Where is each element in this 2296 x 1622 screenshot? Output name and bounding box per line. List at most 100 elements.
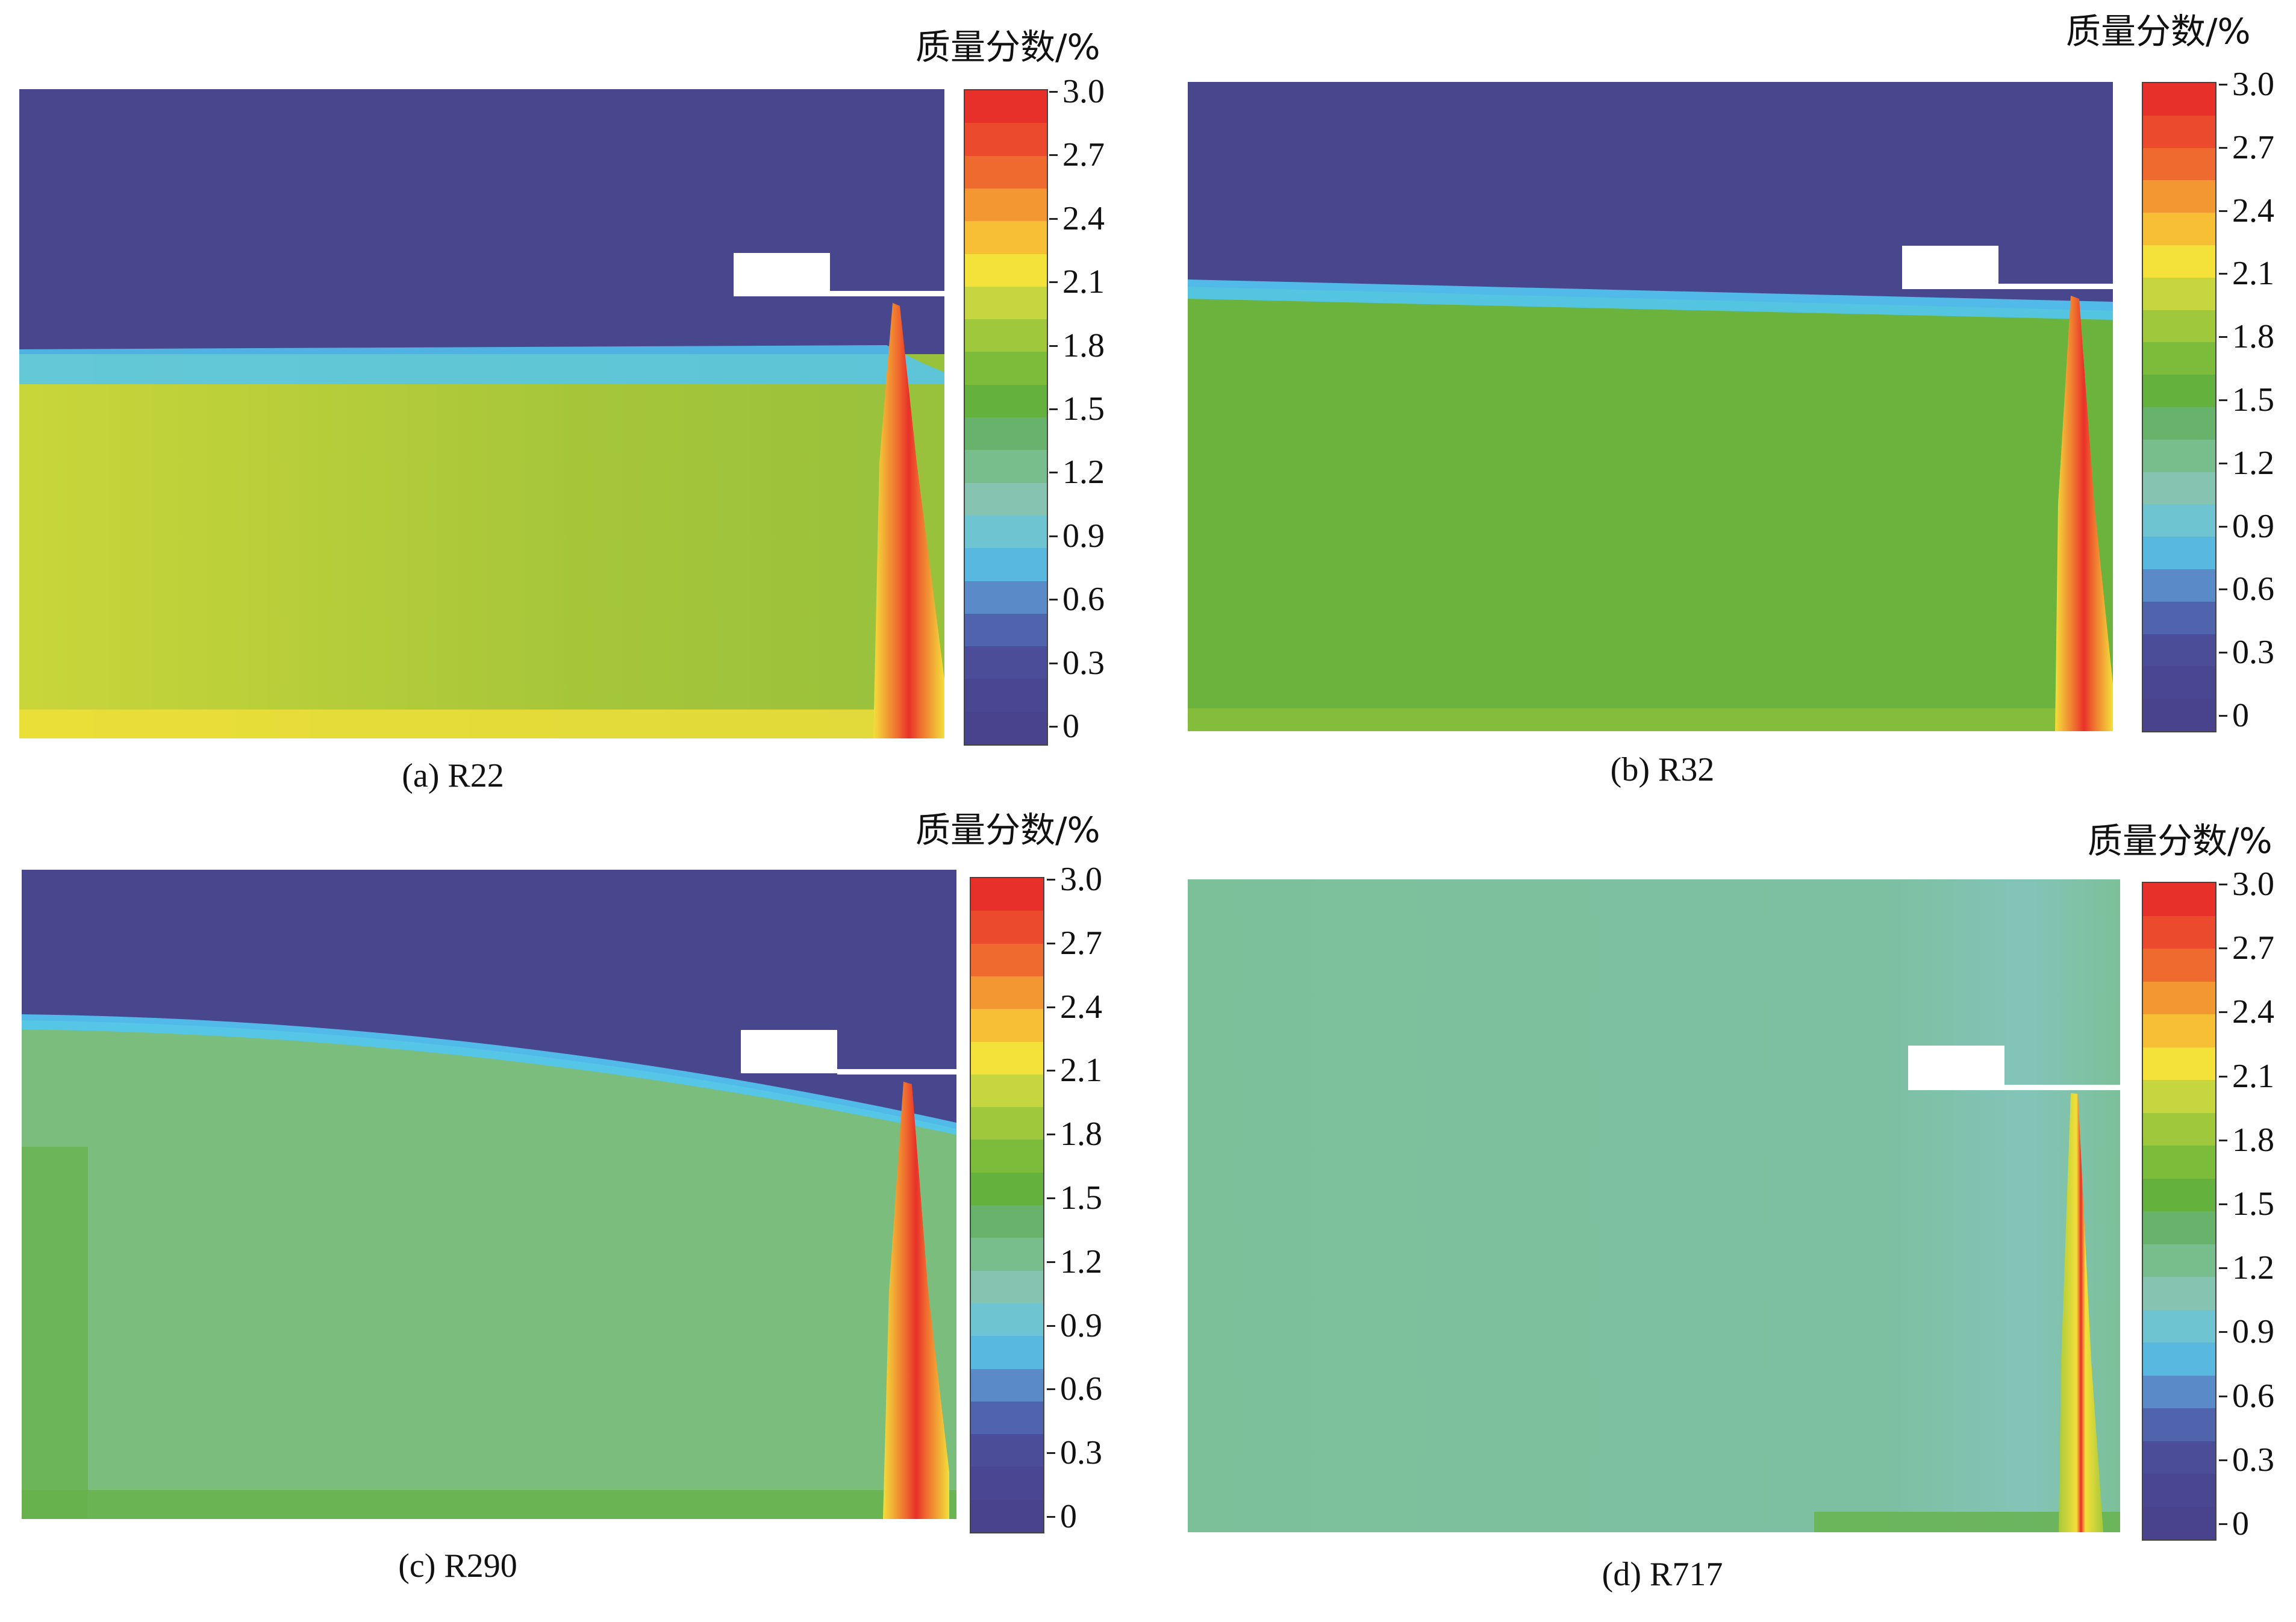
colorbar-band [971, 1368, 1043, 1402]
colorbar-band [971, 1303, 1043, 1337]
unit-label-a: 质量分数/% [916, 27, 1100, 67]
colorbar-tick-label: 1.5 [1047, 1179, 1102, 1217]
colorbar-tick-label: 1.5 [2219, 1185, 2274, 1223]
colorbar-band [2143, 1441, 2215, 1474]
colorbar-tick-label: 1.2 [1049, 454, 1105, 491]
colorbar-tick-label: 0 [2219, 1505, 2249, 1542]
colorbar-band [2143, 1080, 2215, 1114]
colorbar-band [2143, 981, 2215, 1015]
interface-band [1188, 279, 2113, 320]
obstacle-block [741, 1030, 837, 1073]
caption-b: (b) R32 [1610, 751, 1715, 788]
filled-region [19, 354, 944, 738]
colorbar-tick-label: 2.1 [2219, 1057, 2274, 1095]
unit-label-c: 质量分数/% [916, 809, 1100, 850]
colorbar-tick-label: 2.4 [1049, 199, 1105, 237]
caption-a: (a) R22 [402, 757, 504, 794]
colorbar-band [965, 384, 1047, 418]
colorbar-band [965, 613, 1047, 647]
colorbar-band [971, 943, 1043, 977]
colorbar-band [2143, 569, 2215, 602]
colorbar-tick-label: 1.8 [1049, 326, 1105, 364]
unit-label-b: 质量分数/% [2066, 11, 2251, 52]
colorbar-tick-label: 2.7 [1047, 924, 1102, 962]
colorbar-band [965, 352, 1047, 385]
colorbar-tick-label: 0.6 [1049, 581, 1105, 619]
colorbar-band [965, 679, 1047, 713]
colorbar-tick-label: 0.9 [2219, 1313, 2274, 1351]
obstacle-bar [2004, 1085, 2120, 1090]
colorbar-tick-label: 2.4 [2219, 192, 2274, 229]
colorbar-band [965, 221, 1047, 255]
colorbar-tick-label: 2.7 [2219, 929, 2274, 967]
colorbar-band [2143, 601, 2215, 635]
colorbar-band [2143, 1343, 2215, 1376]
colorbar-band [971, 1074, 1043, 1108]
colorbar-band [2143, 634, 2215, 667]
colorbar-band [965, 319, 1047, 353]
obstacle-bar [830, 291, 944, 296]
colorbar-tick-label: 0.3 [2219, 634, 2274, 672]
background-region [1188, 879, 2120, 1532]
colorbar-tick-label: 3.0 [2219, 66, 2274, 103]
colorbar-band [2143, 407, 2215, 440]
colorbar-band [971, 1009, 1043, 1043]
colorbar-tick-label: 1.5 [1049, 390, 1105, 428]
colorbar-band [965, 188, 1047, 222]
caption-c: (c) R290 [398, 1547, 517, 1585]
colorbar-band [965, 548, 1047, 582]
colorbar-band [971, 976, 1043, 1010]
colorbar-band [971, 1336, 1043, 1370]
colorbar-band [2143, 245, 2215, 278]
colorbar-band [2143, 439, 2215, 473]
colorbar-tick-label: 1.8 [2219, 1121, 2274, 1159]
obstacle-bar [1998, 284, 2113, 289]
colorbar-band [971, 1238, 1043, 1271]
colorbar-band [2143, 1408, 2215, 1442]
colorbar-tick-label: 2.4 [2219, 993, 2274, 1031]
colorbar-band [2143, 1474, 2215, 1508]
colorbar-band [965, 90, 1047, 124]
colorbar-tick-label: 3.0 [1047, 861, 1102, 898]
colorbar-band [2143, 699, 2215, 731]
obstacle-block [734, 253, 830, 296]
colorbar-tick-label: 0.6 [1047, 1370, 1102, 1408]
contour-plot-d [1188, 879, 2120, 1532]
colorbar-tick-label: 0 [1047, 1498, 1077, 1535]
floor-layer [1188, 708, 2113, 731]
interface-band [22, 1014, 956, 1135]
concentration-field-b [1188, 82, 2113, 731]
obstacle-bar [837, 1069, 956, 1075]
contour-plot-b [1188, 82, 2113, 731]
colorbar-band [971, 1467, 1043, 1500]
colorbar-ticks-c: 3.0 2.7 2.4 2.1 1.8 1.5 1.2 0.9 0.6 0.3 0 [1047, 861, 1120, 1535]
colorbar-band [971, 1401, 1043, 1435]
colorbar-tick-label: 0.3 [2219, 1441, 2274, 1479]
colorbar-band [965, 417, 1047, 451]
contour-plot-c [22, 870, 956, 1519]
colorbar-band [971, 1172, 1043, 1206]
colorbar-band [965, 515, 1047, 549]
colorbar-band [2143, 180, 2215, 214]
filled-region [1188, 287, 2113, 731]
floor-layer [22, 1490, 956, 1519]
colorbar-band [2143, 1047, 2215, 1081]
colorbar-band [971, 1107, 1043, 1141]
colorbar-tick-label: 2.7 [2219, 128, 2274, 166]
colorbar-band [2143, 915, 2215, 949]
colorbar-tick-label: 1.5 [2219, 381, 2274, 419]
colorbar-band [971, 1140, 1043, 1173]
colorbar-tick-label: 0.9 [1049, 517, 1105, 555]
colorbar-band [965, 581, 1047, 614]
colorbar-ticks-b: 3.0 2.7 2.4 2.1 1.8 1.5 1.2 0.9 0.6 0.3 0 [2219, 66, 2292, 732]
colorbar-band [2143, 277, 2215, 311]
colorbar-tick-label: 2.1 [1047, 1052, 1102, 1090]
colorbar-band [965, 254, 1047, 287]
floor-layer [19, 710, 944, 738]
colorbar-band [2143, 115, 2215, 149]
colorbar-c [970, 877, 1044, 1533]
plume [883, 1082, 949, 1519]
colorbar-band [2143, 148, 2215, 181]
colorbar-tick-label: 1.8 [2219, 318, 2274, 356]
colorbar-band [2143, 1309, 2215, 1343]
